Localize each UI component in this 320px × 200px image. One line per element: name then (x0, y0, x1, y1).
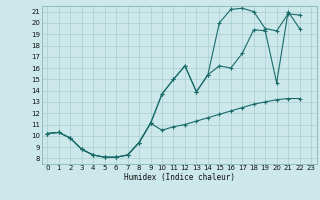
X-axis label: Humidex (Indice chaleur): Humidex (Indice chaleur) (124, 173, 235, 182)
